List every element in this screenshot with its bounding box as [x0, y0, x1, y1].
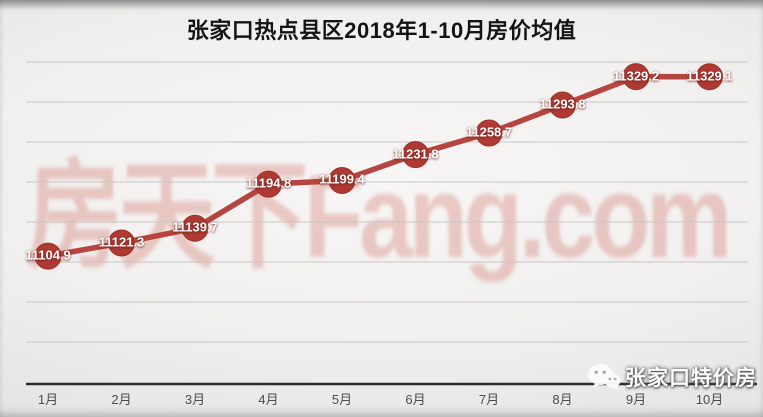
data-point: [108, 229, 135, 257]
data-point-label: 11104.9: [25, 247, 71, 263]
data-point: [475, 119, 503, 147]
wechat-icon: [587, 362, 621, 392]
chart-title: 张家口热点县区2018年1-10月房价均值: [186, 18, 577, 43]
data-point-label: 11293.8: [539, 96, 586, 112]
x-axis-tick-label: 2月: [111, 392, 132, 407]
x-axis-tick-label: 4月: [258, 392, 279, 407]
x-axis-tick-label: 5月: [331, 392, 353, 407]
data-point: [34, 242, 62, 270]
data-point-label: 11139.7: [172, 219, 218, 235]
data-point-label: 11329.2: [612, 68, 660, 84]
data-point: [255, 170, 282, 198]
data-point: [181, 214, 209, 242]
data-point-label: 11329.1: [686, 68, 733, 84]
data-point: [328, 166, 356, 194]
data-point: [622, 63, 650, 91]
x-axis-tick-label: 3月: [184, 392, 206, 407]
data-point-label: 11121.3: [98, 234, 145, 250]
data-point: [402, 141, 429, 169]
x-axis-tick-label: 1月: [37, 392, 59, 407]
data-point-label: 11199.4: [319, 171, 365, 187]
trend-line: [45, 73, 713, 259]
data-point-label: 11194.8: [245, 175, 292, 191]
data-point-label: 11231.8: [392, 146, 439, 162]
x-axis-tick-label: 8月: [552, 392, 573, 407]
brand-badge: 张家口特价房: [587, 362, 757, 392]
data-point: [549, 91, 576, 119]
x-axis-tick-label: 6月: [405, 392, 426, 407]
x-axis-tick-label: 7月: [478, 392, 500, 407]
brand-name: 张家口特价房: [625, 367, 757, 390]
data-point: [696, 63, 723, 91]
data-point-label: 11258.7: [465, 124, 513, 140]
x-axis-tick-label: 10月: [695, 392, 724, 407]
x-axis-tick-label: 9月: [625, 392, 647, 407]
